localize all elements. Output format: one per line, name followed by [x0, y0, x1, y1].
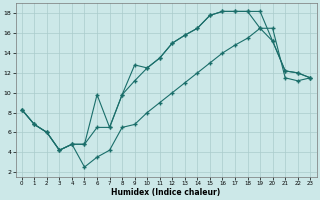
X-axis label: Humidex (Indice chaleur): Humidex (Indice chaleur) — [111, 188, 221, 197]
